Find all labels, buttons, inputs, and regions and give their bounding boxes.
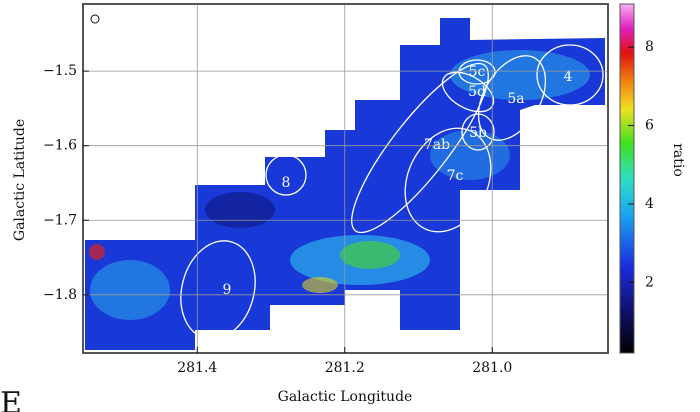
region-label: 7ab <box>424 137 450 153</box>
region-ellipse <box>536 44 604 106</box>
region-label: 4 <box>564 69 573 85</box>
y-axis-label: Galactic Latitude <box>12 119 28 241</box>
colorbar-tick-label: 8 <box>645 39 654 55</box>
x-axis-label: Galactic Longitude <box>278 389 413 405</box>
beam <box>90 14 100 24</box>
region-label: 8 <box>282 175 291 191</box>
x-tick-label: 281.0 <box>472 360 512 376</box>
region-ellipse <box>265 154 307 196</box>
y-tick-label: −1.6 <box>43 138 77 154</box>
colorbar-tick-label: 2 <box>645 274 654 290</box>
y-tick-label: −1.7 <box>43 212 77 228</box>
colorbar-tick-label: 4 <box>645 196 654 212</box>
region-label: 5c <box>469 64 486 80</box>
panel-letter: E <box>0 386 22 412</box>
region-label: 5d <box>468 84 486 100</box>
colorbar <box>619 3 635 354</box>
region-label: 9 <box>223 282 232 298</box>
x-tick-label: 281.2 <box>325 360 365 376</box>
region-label: 5b <box>469 125 487 141</box>
regions: 4 5c 5d 5a 5b 7ab 7c 8 9 <box>180 44 604 340</box>
colorbar-label: ratio <box>670 143 686 177</box>
region-label: 7c <box>447 168 464 184</box>
x-tick-label: 281.4 <box>177 360 217 376</box>
y-tick-label: −1.8 <box>43 287 77 303</box>
region-ellipse <box>180 240 256 340</box>
region-ellipse <box>351 62 489 234</box>
region-ellipse <box>461 113 495 151</box>
colorbar-tick-label: 6 <box>645 118 654 134</box>
y-tick-label: −1.5 <box>43 63 77 79</box>
region-ellipse <box>404 127 492 233</box>
region-label: 5a <box>507 91 524 107</box>
plot-frame <box>82 3 609 354</box>
